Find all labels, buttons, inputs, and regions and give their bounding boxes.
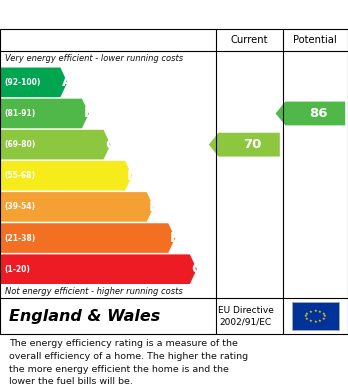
Text: Current: Current	[230, 35, 268, 45]
Text: (69-80): (69-80)	[4, 140, 35, 149]
Text: G: G	[192, 262, 203, 276]
Text: ★: ★	[322, 312, 325, 316]
Polygon shape	[0, 255, 197, 284]
Polygon shape	[0, 130, 111, 160]
Text: A: A	[62, 75, 73, 89]
Text: (55-68): (55-68)	[4, 171, 35, 180]
Text: ★: ★	[309, 310, 313, 314]
Text: ★: ★	[318, 319, 322, 323]
Text: (92-100): (92-100)	[4, 78, 41, 87]
Text: D: D	[127, 169, 139, 183]
Text: (39-54): (39-54)	[4, 203, 35, 212]
Text: ★: ★	[309, 319, 313, 323]
Polygon shape	[0, 223, 175, 253]
Text: ★: ★	[314, 309, 317, 313]
FancyBboxPatch shape	[292, 302, 339, 330]
Text: ★: ★	[323, 314, 327, 318]
Text: Potential: Potential	[293, 35, 337, 45]
Text: ★: ★	[305, 312, 309, 316]
Polygon shape	[0, 192, 154, 222]
Text: C: C	[105, 138, 116, 152]
Text: ★: ★	[314, 320, 317, 324]
Text: Not energy efficient - higher running costs: Not energy efficient - higher running co…	[5, 287, 183, 296]
Text: 86: 86	[309, 107, 328, 120]
Text: (81-91): (81-91)	[4, 109, 35, 118]
Text: Very energy efficient - lower running costs: Very energy efficient - lower running co…	[5, 54, 183, 63]
Text: (1-20): (1-20)	[4, 265, 30, 274]
Polygon shape	[0, 161, 132, 190]
Text: (21-38): (21-38)	[4, 233, 35, 242]
Text: ★: ★	[305, 317, 309, 321]
Text: ★: ★	[304, 314, 308, 318]
Text: ★: ★	[322, 317, 325, 321]
Text: F: F	[170, 231, 180, 245]
Text: 70: 70	[244, 138, 262, 151]
Text: The energy efficiency rating is a measure of the
overall efficiency of a home. T: The energy efficiency rating is a measur…	[9, 339, 248, 386]
Polygon shape	[276, 102, 345, 126]
Polygon shape	[0, 99, 89, 128]
Text: Energy Efficiency Rating: Energy Efficiency Rating	[9, 7, 211, 22]
Polygon shape	[0, 68, 68, 97]
Polygon shape	[209, 133, 280, 156]
Text: E: E	[149, 200, 158, 214]
Text: England & Wales: England & Wales	[9, 309, 160, 324]
Text: EU Directive
2002/91/EC: EU Directive 2002/91/EC	[218, 306, 274, 326]
Text: B: B	[84, 106, 94, 120]
Text: ★: ★	[318, 310, 322, 314]
